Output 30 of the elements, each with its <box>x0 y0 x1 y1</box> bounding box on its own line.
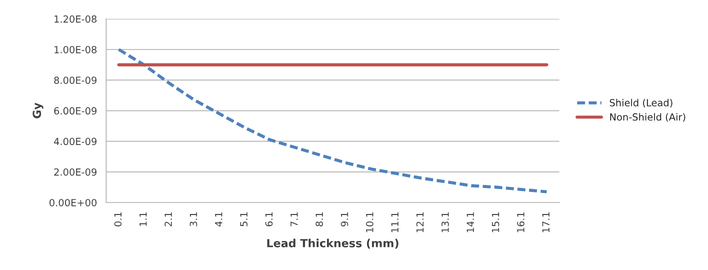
y-axis-title: Gy <box>32 102 44 118</box>
x-tick-label: 11.1 <box>391 212 398 232</box>
x-tick-label: 4.1 <box>215 212 222 227</box>
y-tick-label: 0.00E+00 <box>50 198 97 206</box>
x-tick-label: 5.1 <box>240 212 248 226</box>
y-tick-label: 4.00E-09 <box>54 138 96 146</box>
y-tick-label: 8.00E-09 <box>54 76 96 84</box>
y-tick-label: 6.00E-09 <box>54 107 96 115</box>
x-tick-label: 8.1 <box>316 212 323 226</box>
x-tick-label: 16.1 <box>517 212 524 232</box>
x-tick-label: 0.1 <box>114 212 122 226</box>
legend-label: Shield (Lead) <box>610 98 672 108</box>
x-tick-label: 12.1 <box>416 212 424 232</box>
y-tick-label: 1.00E-08 <box>54 46 97 54</box>
x-tick-label: 17.1 <box>542 212 550 232</box>
x-axis-title: Lead Thickness (mm) <box>267 238 398 249</box>
x-tick-label: 6.1 <box>265 212 273 226</box>
legend-label: Non-Shield (Air) <box>610 113 686 122</box>
line-series <box>117 48 548 194</box>
y-tick-label: 2.00E-09 <box>54 168 96 176</box>
x-tick-label: 9.1 <box>340 212 348 226</box>
x-tick-label: 7.1 <box>290 212 298 226</box>
y-tick-label: 1.20E-08 <box>54 15 97 23</box>
x-tick-label: 3.1 <box>190 212 198 226</box>
x-tick-label: 13.1 <box>442 212 449 232</box>
x-tick-label: 1.1 <box>140 212 147 226</box>
x-tick-label: 15.1 <box>492 212 500 232</box>
x-tick-label: 10.1 <box>366 212 374 232</box>
x-tick-label: 2.1 <box>164 212 172 226</box>
x-tick-label: 14.1 <box>466 212 474 232</box>
